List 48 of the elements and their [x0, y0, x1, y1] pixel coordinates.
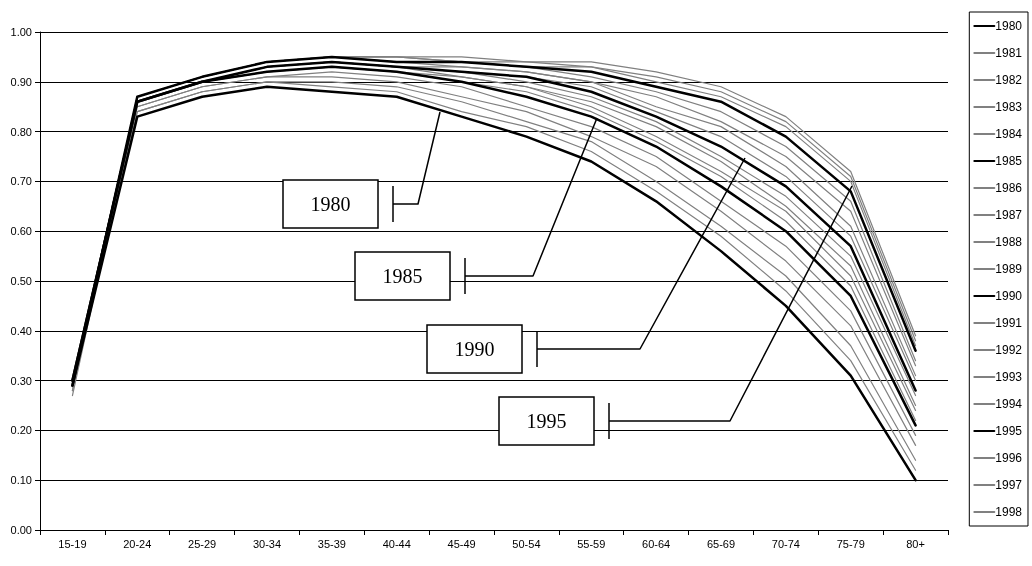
legend-label: 1988: [995, 235, 1023, 249]
legend-label: 1989: [995, 262, 1023, 276]
legend-label: 1994: [995, 397, 1023, 411]
annotation: 1990: [454, 338, 495, 360]
legend-label: 1986: [995, 181, 1023, 195]
x-tick-label: 80+: [906, 537, 925, 550]
legend-label: 1981: [995, 46, 1023, 60]
x-tick-label: 35-39: [317, 537, 346, 550]
legend-label: 1982: [995, 73, 1023, 87]
legend-label: 1998: [995, 505, 1023, 519]
y-tick-label: 0.10: [10, 474, 32, 487]
annotation: 1980: [310, 193, 351, 215]
x-tick-label: 20-24: [123, 537, 152, 550]
y-tick-label: 0.70: [10, 175, 32, 188]
y-tick-label: 0.60: [10, 225, 32, 238]
legend-label: 1991: [995, 316, 1023, 330]
y-tick-label: 0.00: [10, 524, 32, 536]
x-tick-label: 50-54: [512, 537, 541, 550]
y-tick-label: 1.00: [10, 26, 32, 38]
annotation: 1985: [382, 265, 423, 287]
annotation: 1995: [526, 410, 567, 432]
x-tick-label: 40-44: [382, 537, 411, 550]
legend-label: 1980: [995, 19, 1023, 33]
x-tick-label: 45-49: [447, 537, 476, 550]
y-tick-label: 0.40: [10, 324, 32, 337]
x-tick-label: 60-64: [642, 537, 671, 550]
x-tick-label: 25-29: [188, 537, 217, 550]
x-tick-label: 70-74: [771, 537, 800, 550]
y-tick-label: 0.90: [10, 75, 32, 88]
y-tick-label: 0.30: [10, 374, 32, 387]
legend-label: 1996: [995, 451, 1023, 465]
x-tick-label: 15-19: [58, 537, 87, 550]
legend-label: 1985: [995, 154, 1023, 168]
y-tick-label: 0.80: [10, 125, 32, 138]
x-tick-label: 75-79: [836, 537, 865, 550]
x-tick-label: 55-59: [577, 537, 606, 550]
legend-label: 1990: [995, 289, 1023, 303]
legend-label: 1993: [995, 370, 1023, 384]
legend-label: 1992: [995, 343, 1023, 357]
legend-label: 1983: [995, 100, 1023, 114]
y-tick-label: 0.50: [10, 275, 32, 287]
legend-label: 1997: [995, 478, 1023, 492]
legend-label: 1984: [995, 127, 1023, 141]
legend-label: 1987: [995, 208, 1023, 222]
x-tick-label: 65-69: [706, 537, 736, 550]
legend-label: 1995: [995, 424, 1023, 438]
y-tick-label: 0.20: [10, 424, 32, 437]
x-tick-label: 30-34: [252, 537, 282, 550]
